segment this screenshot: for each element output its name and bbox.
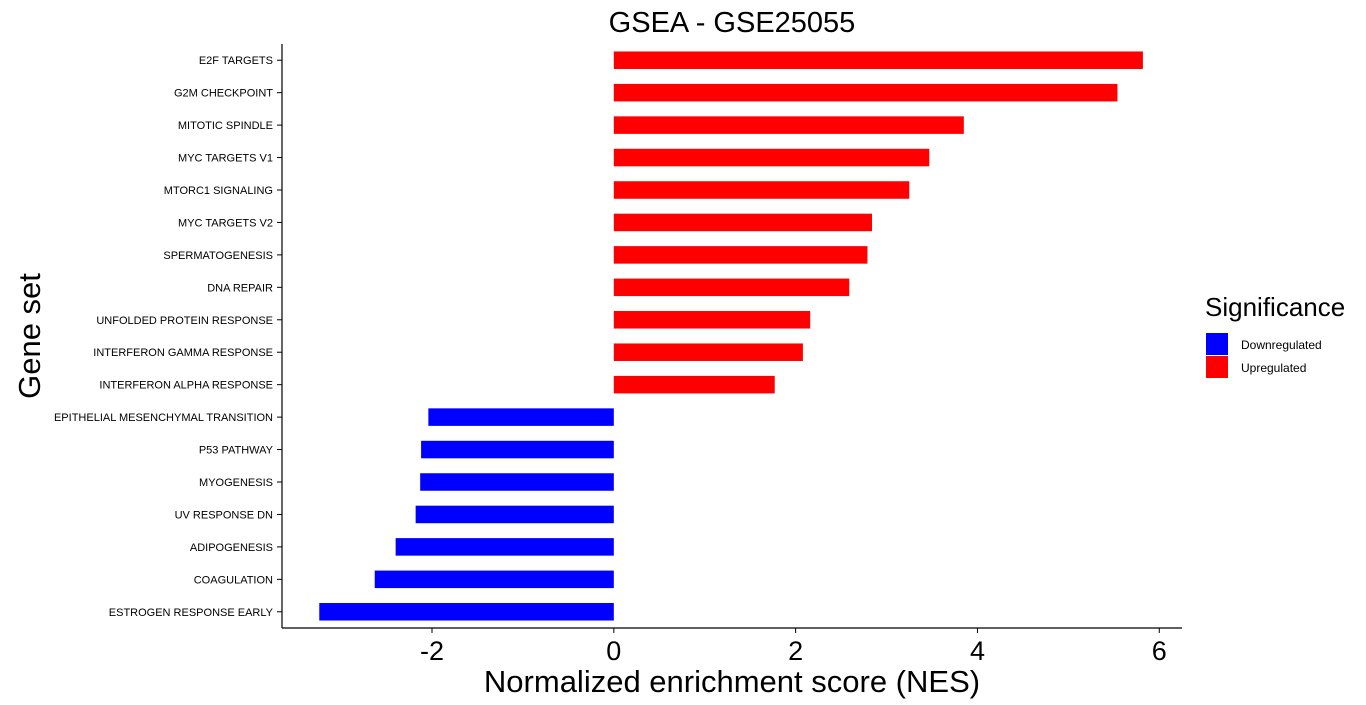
bar bbox=[319, 603, 614, 621]
bar bbox=[613, 51, 1143, 69]
y-tick-labels: E2F TARGETS G2M CHECKPOINT MITOTIC SPINDLE… bbox=[54, 55, 282, 619]
y-tick-label: MYC TARGETS V2 bbox=[178, 217, 273, 229]
bar bbox=[613, 311, 811, 329]
bar bbox=[613, 83, 1118, 102]
y-tick-label: DNA REPAIR bbox=[207, 282, 273, 294]
y-tick-label: MITOTIC SPINDLE bbox=[178, 120, 273, 132]
y-tick-label: E2F TARGETS bbox=[199, 55, 273, 67]
x-tick-label: -2 bbox=[420, 636, 444, 666]
y-tick-label: G2M CHECKPOINT bbox=[174, 88, 273, 100]
bar bbox=[421, 440, 614, 459]
bar bbox=[613, 278, 850, 297]
bar bbox=[374, 570, 614, 589]
legend-swatch bbox=[1206, 333, 1228, 355]
y-tick-label: MTORC1 SIGNALING bbox=[164, 185, 273, 197]
y-tick-label: INTERFERON GAMMA RESPONSE bbox=[93, 347, 273, 359]
y-axis-label: Gene set bbox=[12, 273, 47, 399]
bar bbox=[428, 408, 614, 426]
legend-label: Upregulated bbox=[1241, 361, 1306, 375]
x-ticks: -2 0 2 4 6 bbox=[420, 628, 1167, 666]
y-tick-label: COAGULATION bbox=[194, 574, 273, 586]
x-tick-label: 2 bbox=[788, 636, 803, 666]
bar bbox=[613, 246, 868, 264]
x-axis-label: Normalized enrichment score (NES) bbox=[484, 664, 980, 699]
bar bbox=[420, 473, 614, 491]
y-tick-label: UV RESPONSE DN bbox=[175, 509, 273, 521]
y-tick-label: EPITHELIAL MESENCHYMAL TRANSITION bbox=[54, 412, 273, 424]
legend-swatch bbox=[1206, 356, 1228, 378]
bar bbox=[613, 375, 775, 394]
x-tick-label: 6 bbox=[1152, 636, 1167, 666]
y-tick-label: UNFOLDED PROTEIN RESPONSE bbox=[96, 315, 273, 327]
bar bbox=[613, 116, 964, 134]
y-tick-label: MYC TARGETS V1 bbox=[178, 153, 273, 165]
y-tick-label: SPERMATOGENESIS bbox=[163, 250, 273, 262]
y-tick-label: ADIPOGENESIS bbox=[190, 542, 273, 554]
bar bbox=[613, 181, 910, 199]
y-tick-label: P53 PATHWAY bbox=[199, 445, 274, 457]
legend: Significance Downregulated Upregulated bbox=[1205, 292, 1345, 378]
legend-entries: Downregulated Upregulated bbox=[1206, 333, 1322, 378]
legend-label: Downregulated bbox=[1241, 338, 1322, 352]
bars-group bbox=[319, 51, 1143, 621]
y-tick-label: INTERFERON ALPHA RESPONSE bbox=[99, 380, 273, 392]
legend-title: Significance bbox=[1205, 292, 1345, 322]
y-tick-label: MYOGENESIS bbox=[199, 477, 273, 489]
bar bbox=[415, 505, 614, 524]
chart-title: GSEA - GSE25055 bbox=[609, 7, 856, 39]
bar bbox=[613, 148, 930, 167]
bar bbox=[613, 213, 872, 232]
bar bbox=[395, 538, 614, 556]
bar bbox=[613, 343, 803, 361]
plot-area: E2F TARGETS G2M CHECKPOINT MITOTIC SPINDLE… bbox=[54, 44, 1182, 666]
x-tick-label: 0 bbox=[606, 636, 621, 666]
y-tick-label: ESTROGEN RESPONSE EARLY bbox=[109, 607, 274, 619]
x-tick-label: 4 bbox=[970, 636, 985, 666]
